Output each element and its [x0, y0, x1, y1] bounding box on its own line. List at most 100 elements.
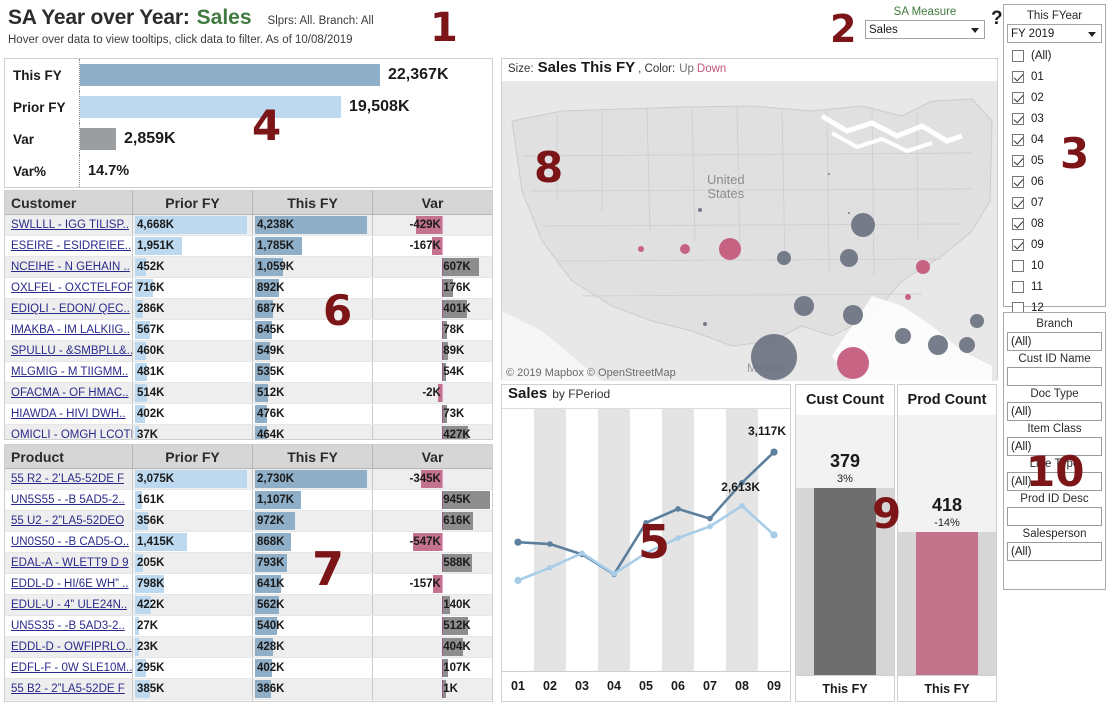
map-bubble[interactable] — [718, 238, 741, 260]
customer-table[interactable]: Customer Prior FY This FY Var SWLLLL - IGG T… — [4, 190, 493, 440]
value-cell[interactable]: 220K — [133, 700, 253, 701]
x-axis-tick[interactable]: 02 — [543, 678, 557, 693]
value-cell[interactable]: 385K — [133, 679, 253, 699]
data-point[interactable] — [707, 515, 713, 522]
period-checkbox-row[interactable]: 08 — [1007, 213, 1102, 234]
x-axis-tick[interactable]: 05 — [639, 678, 653, 693]
filter-select[interactable]: (All) — [1007, 332, 1102, 351]
filter-select[interactable]: (All) — [1007, 542, 1102, 561]
product-table[interactable]: Product Prior FY This FY Var 55 R2 - 2’LA5-5… — [4, 444, 493, 702]
row-name-cell[interactable]: SPULLU - &SMBPLL&.. — [5, 341, 133, 361]
kpi-bar[interactable] — [80, 64, 380, 86]
checkbox-checked-icon[interactable] — [1012, 217, 1024, 230]
data-point[interactable] — [770, 531, 778, 539]
value-cell[interactable]: 460K — [133, 341, 253, 361]
map-bubble[interactable] — [851, 213, 876, 237]
kpi-row[interactable]: Var% 14.7% — [5, 155, 492, 187]
filters-panel[interactable]: Branch (All) Cust ID Name Doc Type (All) Item… — [1003, 312, 1106, 590]
var-cell[interactable]: 176K — [373, 278, 492, 298]
value-cell[interactable]: 716K — [133, 278, 253, 298]
row-name-cell[interactable]: MLGMIG - M TIIGMM.. — [5, 362, 133, 382]
map-bubble[interactable] — [894, 328, 911, 344]
var-cell[interactable]: 140K — [373, 595, 492, 615]
data-point[interactable] — [770, 448, 778, 456]
data-point[interactable] — [739, 503, 745, 509]
value-cell[interactable]: 1,059K — [253, 257, 373, 277]
value-cell[interactable]: 402K — [133, 404, 253, 424]
row-name-link[interactable]: EDAL-A - WLETT9 D 9 — [11, 557, 129, 569]
table-row[interactable]: MLGMIG - M TIIGMM.. 481K 535K 54K — [5, 362, 492, 383]
var-cell[interactable]: 588K — [373, 553, 492, 573]
row-name-link[interactable]: MLGMIG - M TIIGMM.. — [11, 366, 129, 378]
checkbox-checked-icon[interactable] — [1012, 238, 1024, 251]
value-cell[interactable]: 23K — [133, 637, 253, 657]
row-name-link[interactable]: SWLLLL - IGG TILISP.. — [11, 219, 130, 231]
value-cell[interactable]: 386K — [253, 679, 373, 699]
row-name-link[interactable]: UN5S35 - -B 5AD3-2.. — [11, 620, 125, 632]
row-name-cell[interactable]: 55 R2 - 2’LA5-52DE F — [5, 469, 133, 489]
var-cell[interactable]: -547K — [373, 532, 492, 552]
period-checkbox-list[interactable]: (All) 01 02 03 04 05 06 07 08 09 10 11 12 — [1007, 45, 1102, 318]
table-row[interactable]: UN5S35 - -B 5AD3-2.. 27K 540K 512K — [5, 616, 492, 637]
map-bubble[interactable] — [751, 334, 798, 380]
map-bubble[interactable] — [680, 244, 691, 254]
value-cell[interactable]: 356K — [133, 511, 253, 531]
value-cell[interactable]: 205K — [133, 553, 253, 573]
map-bubble[interactable] — [927, 335, 948, 355]
value-cell[interactable]: 868K — [253, 532, 373, 552]
var-cell[interactable]: 1K — [373, 679, 492, 699]
row-name-cell[interactable]: EDAL-A - WLETT9 D 9 — [5, 553, 133, 573]
period-checkbox-row[interactable]: 01 — [1007, 66, 1102, 87]
table-row[interactable]: HIAWDA - HIVI DWH.. 402K 476K 73K — [5, 404, 492, 425]
value-cell[interactable]: 428K — [253, 637, 373, 657]
count-bar[interactable] — [813, 487, 877, 675]
var-cell[interactable]: 54K — [373, 362, 492, 382]
kpi-row[interactable]: Var 2,859K — [5, 123, 492, 155]
column-header[interactable]: Product — [5, 445, 133, 468]
data-point[interactable] — [579, 550, 585, 556]
x-axis-tick[interactable]: 07 — [703, 678, 717, 693]
fyear-select[interactable]: FY 2019 — [1007, 24, 1102, 43]
table-row[interactable]: 55 U2 - 2”LA5-52DEO 356K 972K 616K — [5, 511, 492, 532]
row-name-cell[interactable]: IMAKBA - IM LALKIIG.. — [5, 320, 133, 340]
period-checkbox-row[interactable]: (All) — [1007, 45, 1102, 66]
row-name-link[interactable]: EDUL-U - 4” ULE24N.. — [11, 599, 128, 611]
row-name-cell[interactable]: UN5S55 - -B 5AD5-2.. — [5, 490, 133, 510]
data-point[interactable] — [611, 570, 617, 577]
table-row[interactable]: UN5S96 - -B CAD8-C..220K377K148K — [5, 700, 492, 701]
checkbox-checked-icon[interactable] — [1012, 70, 1024, 83]
kpi-row[interactable]: Prior FY 19,508K — [5, 91, 492, 123]
map-bubble[interactable] — [915, 260, 930, 274]
row-name-link[interactable]: OFACMA - OF HMAC.. — [11, 387, 129, 399]
map-bubble[interactable] — [827, 173, 830, 175]
table-row[interactable]: IMAKBA - IM LALKIIG.. 567K 645K 78K — [5, 320, 492, 341]
value-cell[interactable]: 1,415K — [133, 532, 253, 552]
x-axis-tick[interactable]: 03 — [575, 678, 589, 693]
map-bubble[interactable] — [793, 296, 814, 316]
map-bubble[interactable] — [702, 322, 707, 326]
row-name-link[interactable]: HIAWDA - HIVI DWH.. — [11, 408, 126, 420]
x-axis-tick[interactable]: 09 — [767, 678, 781, 693]
row-name-link[interactable]: IMAKBA - IM LALKIIG.. — [11, 324, 130, 336]
value-cell[interactable]: 481K — [133, 362, 253, 382]
filter-select[interactable]: (All) — [1007, 402, 1102, 421]
filter-select[interactable]: (All) — [1007, 437, 1102, 456]
data-point[interactable] — [643, 550, 649, 556]
data-point[interactable] — [547, 564, 553, 571]
value-cell[interactable]: 37K — [133, 425, 253, 439]
checkbox-checked-icon[interactable] — [1012, 175, 1024, 188]
value-cell[interactable]: 641K — [253, 574, 373, 594]
value-cell[interactable]: 4,238K — [253, 215, 373, 235]
value-cell[interactable]: 798K — [133, 574, 253, 594]
row-name-cell[interactable]: UN0S50 - -B CAD5-O.. — [5, 532, 133, 552]
value-cell[interactable]: 793K — [253, 553, 373, 573]
count-plot[interactable]: 379 3% — [796, 415, 894, 675]
var-cell[interactable]: 616K — [373, 511, 492, 531]
row-name-cell[interactable]: OMICLI - OMGH LCOTI — [5, 425, 133, 439]
x-axis-tick[interactable]: 04 — [607, 678, 621, 693]
filter-text-input[interactable] — [1007, 367, 1102, 386]
period-checkbox-row[interactable]: 11 — [1007, 276, 1102, 297]
value-cell[interactable]: 892K — [253, 278, 373, 298]
table-row[interactable]: OFACMA - OF HMAC.. 514K 512K -2K — [5, 383, 492, 404]
fyear-filter-panel[interactable]: This FYear FY 2019 (All) 01 02 03 04 05 06 07 08… — [1003, 4, 1106, 339]
